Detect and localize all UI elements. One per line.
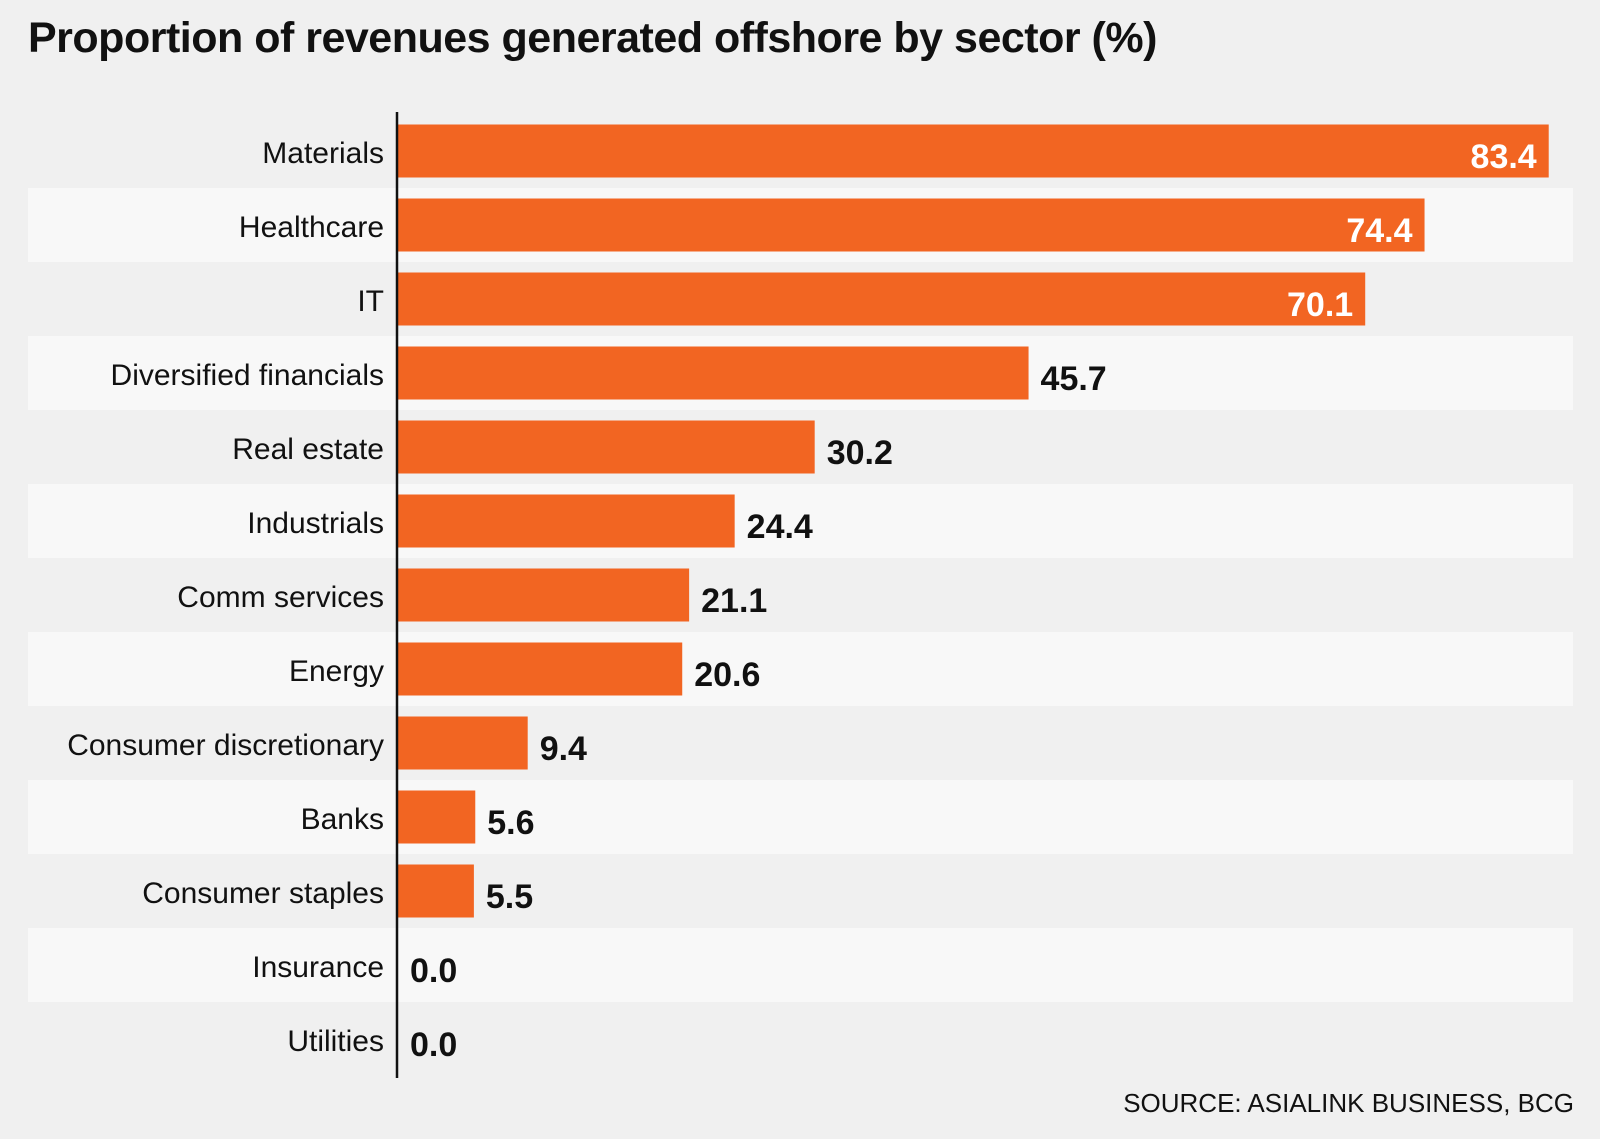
value-label: 20.6 [694,656,760,694]
value-label: 30.2 [827,434,893,472]
category-label: Materials [262,137,384,170]
value-label: 9.4 [540,730,587,768]
value-label: 5.6 [487,804,534,842]
source-note: SOURCE: ASIALINK BUSINESS, BCG [1123,1088,1574,1118]
bar [398,198,1425,252]
value-label: 70.1 [1287,286,1353,324]
bar [398,494,735,548]
bar [398,420,815,474]
category-label: Banks [301,803,384,836]
value-labels: 83.4 74.4 70.1 45.7 30.2 24.4 21.1 20.6 9.45.6 5.… [410,138,1537,1064]
bar [398,642,683,696]
bar [398,346,1029,400]
category-label: Comm services [177,581,384,614]
category-labels: Materials Healthcare IT Diversified financi… [67,137,384,1058]
value-label: 5.5 [486,878,533,916]
bar [398,790,476,844]
bar [398,124,1549,178]
category-label: Industrials [247,507,384,540]
bar [398,864,474,918]
chart-title: Proportion of revenues generated offshor… [28,14,1157,62]
row-band [28,928,1573,1002]
value-label: 83.4 [1471,138,1537,176]
bar [398,272,1366,326]
category-label: Consumer discretionary [67,729,384,762]
category-label: Diversified financials [111,359,384,392]
category-label: Energy [289,655,384,688]
category-label: Consumer staples [142,877,384,910]
category-label: IT [357,285,384,318]
bar [398,568,690,622]
bar [398,716,528,770]
value-label: 21.1 [701,582,767,620]
bars [398,124,1549,918]
row-band [28,780,1573,854]
category-label: Real estate [232,433,384,466]
value-label: 45.7 [1041,360,1107,398]
value-label: 0.0 [410,952,457,990]
category-label: Utilities [287,1025,384,1058]
value-label: 24.4 [747,508,813,546]
row-band [28,632,1573,706]
category-label: Insurance [252,951,384,984]
value-label: 74.4 [1346,212,1412,250]
value-label: 0.0 [410,1026,457,1064]
category-label: Healthcare [239,211,384,244]
row-band [28,484,1573,558]
